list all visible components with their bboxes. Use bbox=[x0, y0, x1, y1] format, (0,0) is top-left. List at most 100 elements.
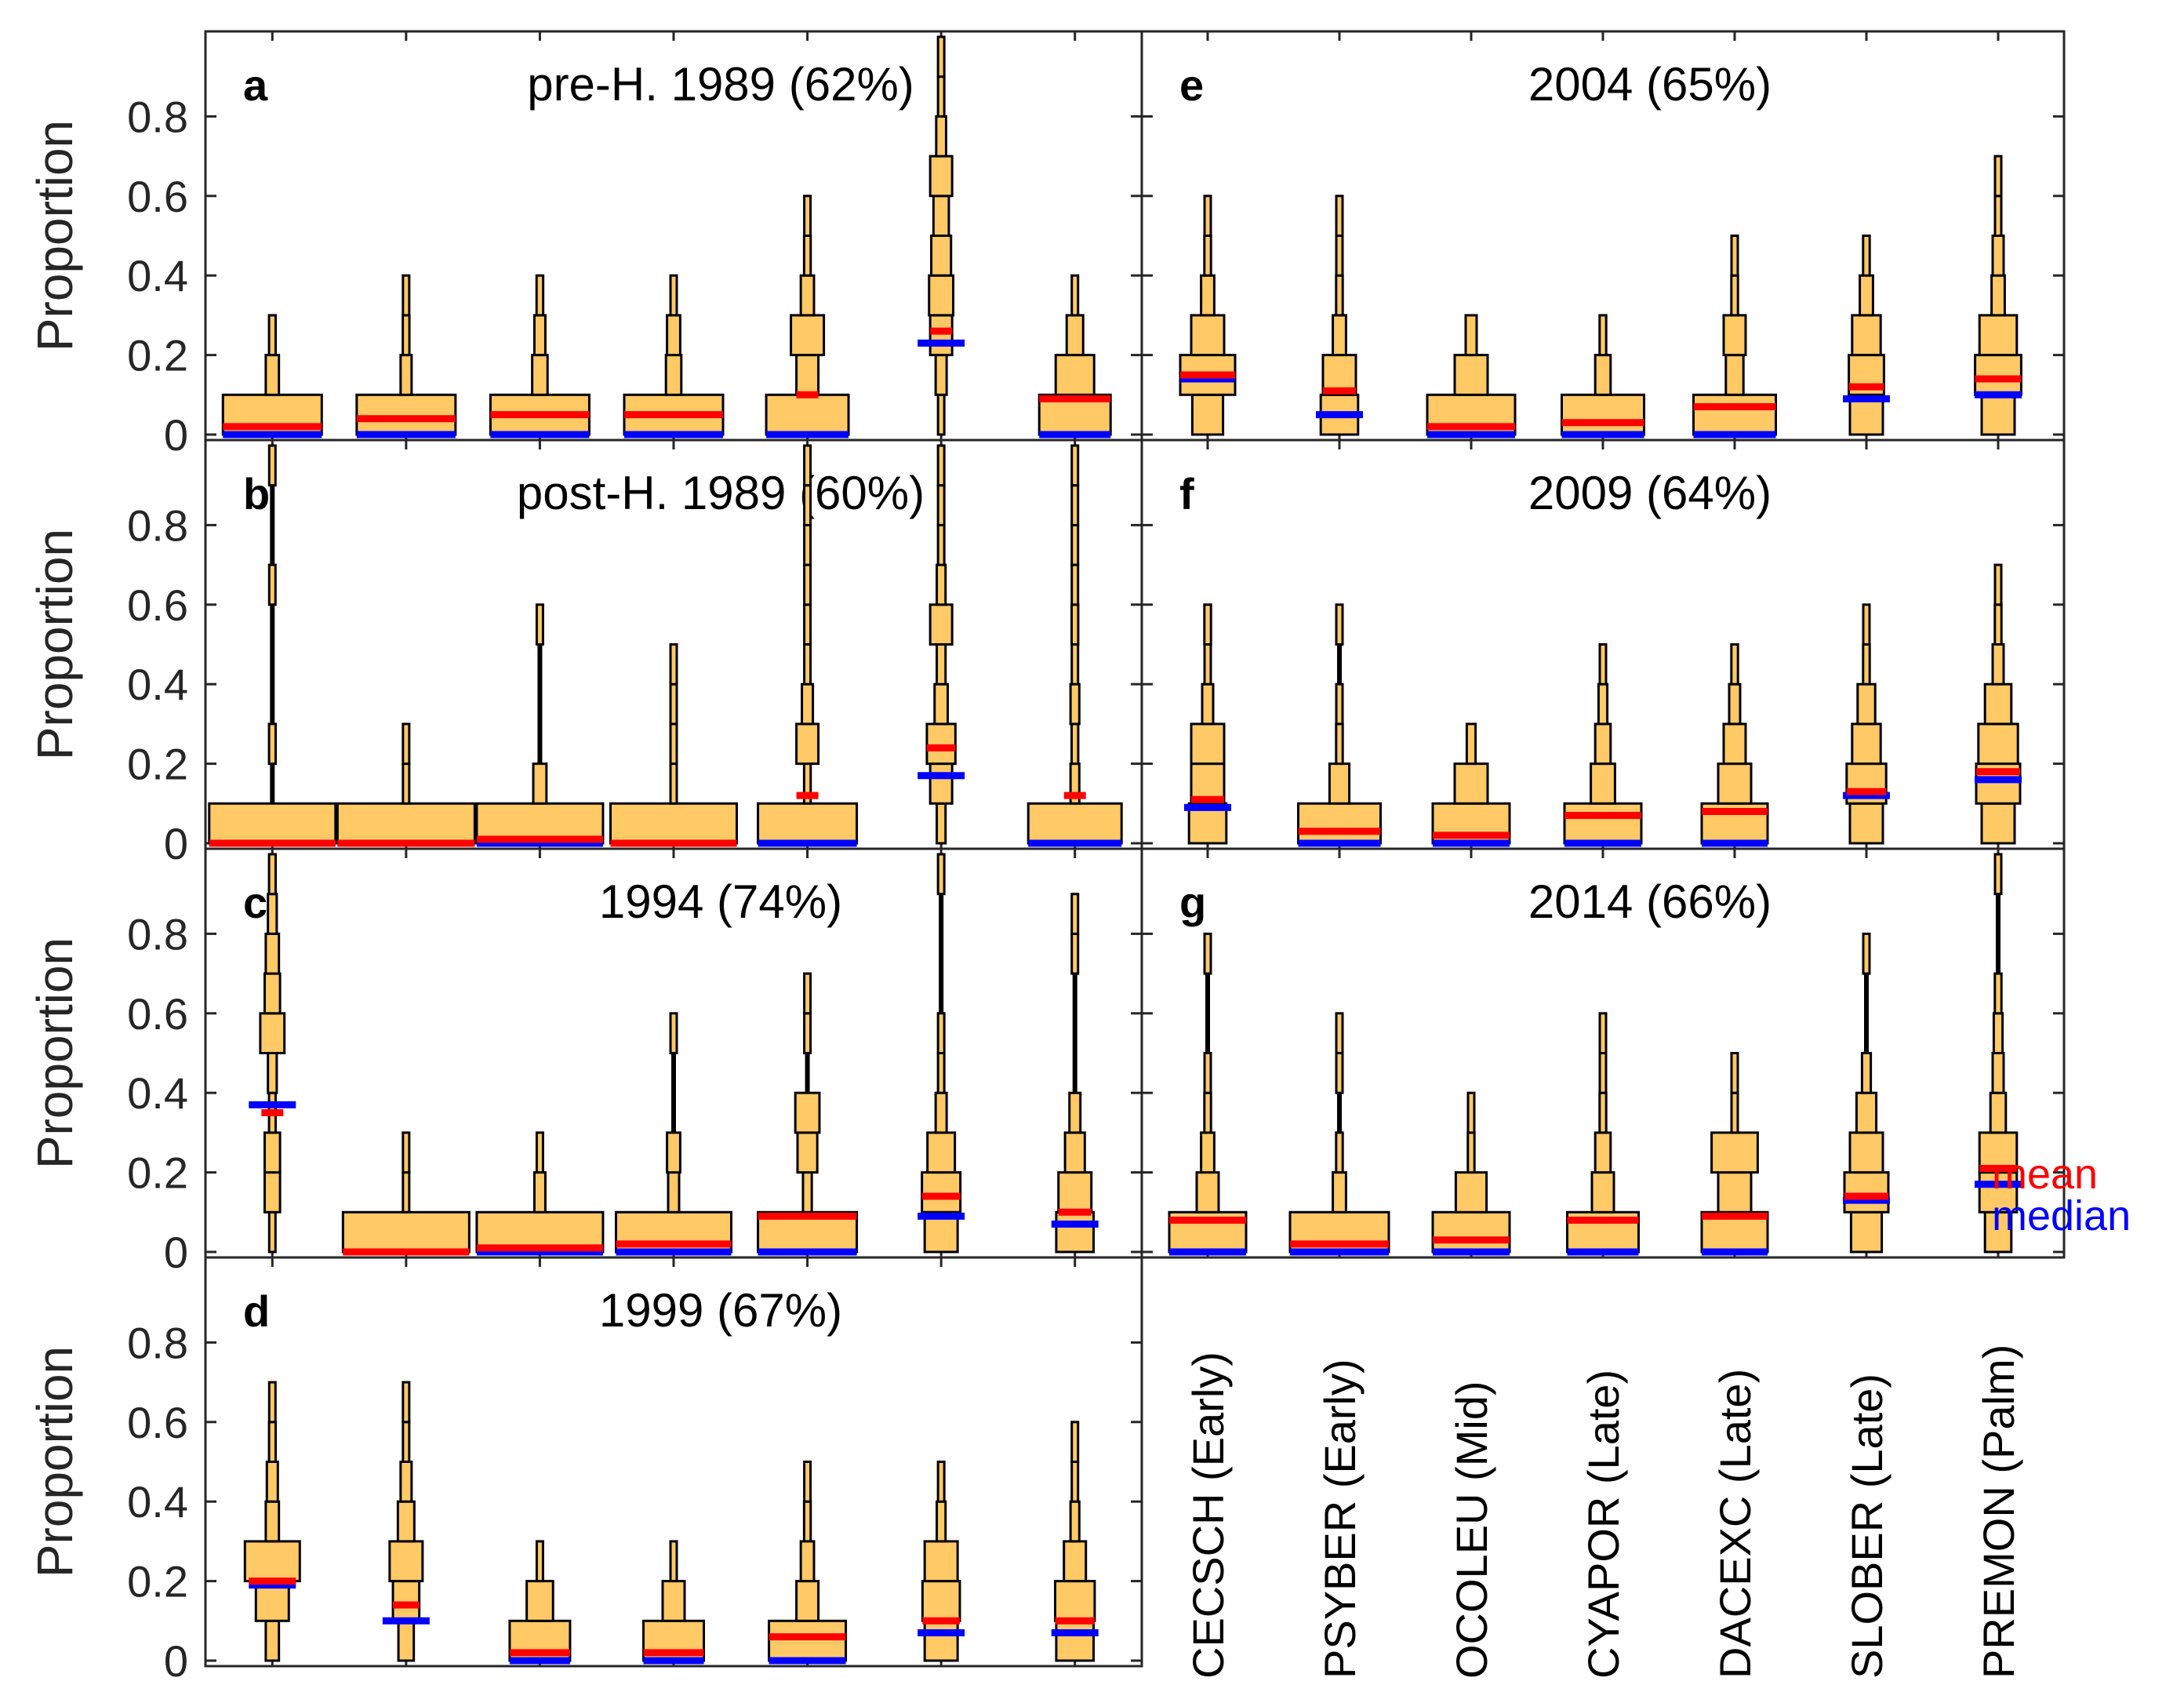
violin-4 bbox=[1561, 314, 1645, 438]
violin-bin bbox=[1335, 1131, 1344, 1174]
violin-bin bbox=[1335, 235, 1344, 277]
violin-bin bbox=[936, 484, 946, 526]
violin-bin bbox=[1991, 235, 2005, 277]
violin-bin bbox=[1332, 314, 1347, 357]
violin-bin bbox=[1598, 1091, 1608, 1134]
violin-bin bbox=[794, 1091, 821, 1134]
violin-bin bbox=[525, 1580, 554, 1622]
violin-bin bbox=[1069, 682, 1081, 726]
violin-bin bbox=[1993, 603, 2003, 646]
violin-bin bbox=[1203, 932, 1212, 975]
violin-bin bbox=[1070, 722, 1080, 766]
panel-title: pre-H. 1989 (62%) bbox=[527, 58, 914, 111]
violin-7 bbox=[1974, 155, 2022, 436]
violin-bin bbox=[1598, 1052, 1608, 1094]
violin-4 bbox=[642, 1540, 705, 1665]
violin-bin bbox=[803, 484, 812, 526]
violin-bin bbox=[1974, 354, 2022, 396]
violin-4 bbox=[1566, 1012, 1640, 1256]
y-tick-label: 0.2 bbox=[127, 1148, 188, 1198]
violin-3 bbox=[1431, 1091, 1511, 1256]
y-tick-label: 0.6 bbox=[127, 989, 188, 1039]
category-label: PSYBER (Early) bbox=[1315, 1359, 1365, 1679]
violin-bin bbox=[1980, 393, 2016, 436]
violin-3 bbox=[1426, 314, 1517, 438]
violin-bin bbox=[669, 762, 678, 805]
violin-bin bbox=[1068, 1091, 1082, 1134]
violin-1 bbox=[1184, 603, 1231, 845]
violin-bin bbox=[402, 1131, 411, 1174]
violin-bin bbox=[402, 1421, 411, 1464]
violin-bin bbox=[1431, 1210, 1511, 1254]
violin-bin bbox=[1989, 1091, 2008, 1134]
violin-bin bbox=[1190, 314, 1226, 357]
violin-bin bbox=[1070, 1421, 1080, 1464]
violin-7 bbox=[1975, 563, 2022, 845]
violin-bin bbox=[1851, 722, 1882, 766]
violin-bin bbox=[1730, 1091, 1739, 1134]
panel-b: 0 0.2 0.4 0.6 0.8 Proportion b post-H. 1989 (60… bbox=[27, 438, 1143, 868]
violin-bin bbox=[1993, 155, 2003, 198]
violin-bin bbox=[936, 1500, 947, 1543]
violin-bin bbox=[1465, 722, 1477, 766]
y-tick-label: 0.6 bbox=[127, 580, 188, 630]
violin-bin bbox=[934, 1091, 948, 1134]
violin-bin bbox=[928, 603, 954, 646]
violin-bin bbox=[664, 354, 683, 396]
violin-bin bbox=[1070, 444, 1080, 487]
violin-bin bbox=[802, 1500, 812, 1543]
panel-letter: b bbox=[243, 469, 270, 519]
category-label: SLOBER (Late) bbox=[1842, 1374, 1891, 1679]
violin-bin bbox=[1203, 603, 1212, 646]
violin-bin bbox=[1598, 314, 1608, 357]
violin-bin bbox=[661, 1580, 686, 1622]
violin-bin bbox=[795, 722, 820, 766]
violin-bin bbox=[1717, 762, 1753, 805]
violin-1 bbox=[1179, 195, 1237, 436]
violin-bin bbox=[921, 1171, 962, 1214]
violin-bin bbox=[402, 722, 411, 766]
y-tick-label: 0 bbox=[164, 1228, 188, 1277]
panel-title: 2009 (64%) bbox=[1528, 467, 1772, 519]
violin-bin bbox=[768, 1619, 848, 1662]
violin-bin bbox=[1730, 1052, 1739, 1094]
y-axis-label: Proportion bbox=[27, 529, 83, 760]
violin-bin bbox=[1054, 354, 1096, 396]
violin-bin bbox=[1070, 563, 1080, 606]
violin-bin bbox=[1335, 1052, 1344, 1094]
violin-bin bbox=[264, 1619, 281, 1662]
violin-bin bbox=[1590, 1171, 1615, 1214]
violin-bin bbox=[803, 603, 812, 646]
category-label: CYAPOR (Late) bbox=[1579, 1370, 1628, 1679]
violin-bin bbox=[243, 1540, 301, 1583]
violin-4 bbox=[1563, 643, 1643, 847]
panel-title: post-H. 1989 (60%) bbox=[517, 467, 925, 519]
violin-5 bbox=[1700, 1052, 1769, 1256]
violin-bin bbox=[1335, 195, 1344, 238]
y-tick-label: 0.4 bbox=[127, 251, 188, 300]
violin-bin bbox=[933, 682, 950, 726]
violin-1 bbox=[243, 1381, 301, 1662]
violin-bin bbox=[669, 682, 678, 726]
violin-bin bbox=[267, 722, 277, 766]
violin-bin bbox=[1335, 1012, 1344, 1055]
violin-bin bbox=[1190, 393, 1225, 436]
panel-title: 1999 (67%) bbox=[599, 1284, 842, 1337]
violin-bin bbox=[1070, 523, 1080, 566]
violin-bin bbox=[1991, 1052, 2005, 1094]
violin-bin bbox=[936, 393, 946, 436]
violin-bin bbox=[790, 314, 826, 357]
violin-bin bbox=[1851, 314, 1882, 357]
violin-bin bbox=[1849, 1210, 1884, 1254]
violin-bin bbox=[1070, 484, 1080, 526]
violin-bin bbox=[796, 1131, 819, 1174]
violin-bin bbox=[1201, 682, 1215, 726]
y-axis-label: Proportion bbox=[27, 937, 83, 1169]
violin-bin bbox=[1978, 314, 2019, 357]
panels: 0 0.2 0.4 0.6 0.8 Proportion a pre-H. 1989 (62%… bbox=[27, 30, 2066, 1686]
violin-bin bbox=[1724, 354, 1745, 396]
violin-bin bbox=[803, 1012, 812, 1055]
violin-bin bbox=[1063, 1131, 1086, 1174]
violin-bin bbox=[926, 1131, 957, 1174]
